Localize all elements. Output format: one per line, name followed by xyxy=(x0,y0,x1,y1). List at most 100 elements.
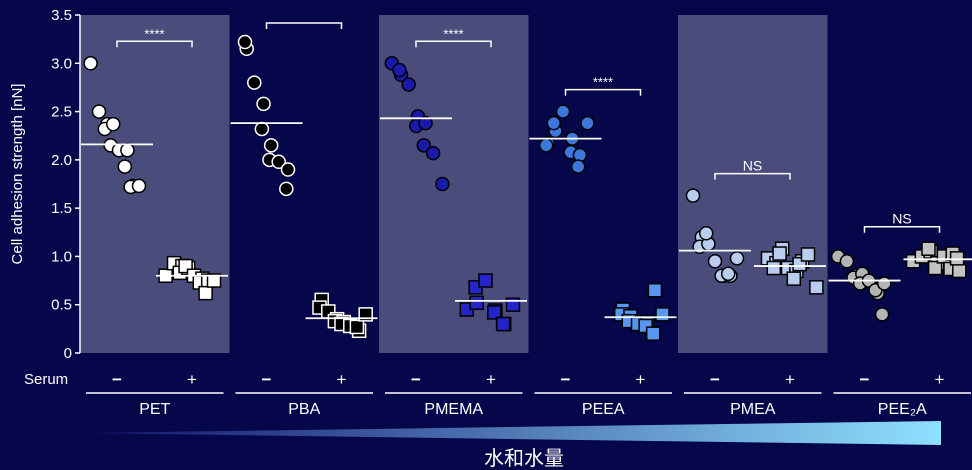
significance-label: NS xyxy=(743,158,762,174)
y-tick-label: 3.0 xyxy=(51,55,72,72)
serum-minus-circle-point xyxy=(91,104,107,119)
serum-plus-square-point xyxy=(949,251,965,266)
serum-minus-circle-point xyxy=(401,77,416,92)
serum-plus-square-point xyxy=(772,246,787,261)
serum-plus-square-point xyxy=(655,307,670,322)
y-tick-label: 2.0 xyxy=(51,152,72,169)
serum-minus-circle-point xyxy=(279,181,294,197)
serum-plus-label: + xyxy=(785,370,795,389)
serum-label: Serum xyxy=(24,371,68,388)
significance-annotations: **** **** **** NS NS xyxy=(116,22,941,233)
serum-minus-label: − xyxy=(710,370,720,389)
serum-minus-circle-point xyxy=(877,276,892,291)
hydration-gradient-wedge xyxy=(83,421,941,445)
serum-minus-circle-point xyxy=(707,254,723,269)
significance-bracket xyxy=(116,40,193,48)
serum-plus-square-point xyxy=(206,273,222,288)
data-marks xyxy=(81,34,972,341)
serum-minus-circle-point xyxy=(425,145,441,161)
significance-bracket xyxy=(265,22,343,29)
serum-minus-circle-point xyxy=(271,154,286,170)
group-name-label: PMEA xyxy=(730,401,776,418)
serum-minus-label: − xyxy=(561,370,571,389)
serum-minus-circle-point xyxy=(720,266,736,282)
shaded-panel xyxy=(80,15,230,353)
serum-minus-circle-point xyxy=(263,138,279,153)
significance-bracket xyxy=(415,40,492,48)
y-axis-label: Cell adhesion strength [nN] xyxy=(9,84,26,265)
serum-plus-square-point xyxy=(800,247,816,262)
serum-minus-circle-point xyxy=(83,56,98,71)
serum-minus-circle-point xyxy=(546,115,562,131)
group-name-label: PBA xyxy=(288,401,320,418)
serum-minus-circle-point xyxy=(435,176,450,192)
serum-plus-square-point xyxy=(766,260,782,276)
group-name-label: PMEMA xyxy=(424,401,483,418)
group-name-label: PEE₂A xyxy=(878,401,927,418)
serum-plus-label: + xyxy=(486,370,496,389)
serum-plus-square-point xyxy=(809,280,824,295)
serum-minus-circle-point xyxy=(120,142,135,158)
group-labels: − +PET− +PBA− +PMEMA− +PEEA− +PMEA− +PEE₂A xyxy=(86,370,971,418)
y-tick-label: 2.5 xyxy=(51,104,72,121)
serum-plus-square-point xyxy=(647,282,663,298)
significance-label: **** xyxy=(443,26,463,41)
serum-minus-circle-point xyxy=(839,254,855,269)
serum-plus-square-point xyxy=(469,295,484,311)
serum-plus-square-point xyxy=(198,285,213,301)
serum-minus-circle-point xyxy=(555,104,571,119)
shaded-panels xyxy=(80,15,828,353)
serum-plus-square-point xyxy=(921,241,936,256)
serum-minus-circle-point xyxy=(685,188,701,203)
serum-plus-square-point xyxy=(349,319,365,335)
serum-minus-circle-point xyxy=(416,138,432,153)
y-tick-label: 1.0 xyxy=(51,248,72,265)
serum-plus-square-point xyxy=(952,263,967,279)
serum-minus-circle-point xyxy=(418,115,433,131)
serum-plus-square-point xyxy=(927,260,943,276)
serum-plus-square-point xyxy=(487,305,502,320)
serum-plus-square-point xyxy=(645,326,661,341)
serum-minus-circle-point xyxy=(105,116,121,132)
serum-plus-label: + xyxy=(935,370,945,389)
serum-minus-circle-point xyxy=(280,162,296,177)
serum-minus-circle-point xyxy=(392,62,407,78)
serum-plus-square-point xyxy=(495,316,511,332)
axes: 0 0.5 1.0 1.5 2.0 2.5 3.0 3.5 xyxy=(51,7,81,362)
y-tick-label: 1.5 xyxy=(51,200,72,217)
gradient-label: 水和水量 xyxy=(484,447,564,470)
serum-minus-circle-point xyxy=(729,251,745,266)
serum-minus-circle-point xyxy=(117,159,133,174)
serum-minus-label: − xyxy=(112,370,122,389)
serum-minus-circle-point xyxy=(256,96,271,112)
significance-label: **** xyxy=(144,26,164,41)
serum-minus-circle-point xyxy=(247,75,262,90)
serum-plus-label: + xyxy=(636,370,646,389)
significance-bracket xyxy=(564,88,642,96)
significance-bracket xyxy=(863,225,941,233)
serum-minus-circle-point xyxy=(237,34,253,50)
serum-minus-circle-point xyxy=(698,226,714,241)
serum-plus-square-point xyxy=(478,273,493,288)
serum-minus-circle-point xyxy=(254,121,270,137)
serum-minus-label: − xyxy=(411,370,421,389)
significance-bracket xyxy=(714,172,791,180)
serum-minus-label: − xyxy=(262,370,272,389)
serum-plus-label: + xyxy=(187,370,197,389)
serum-minus-circle-point xyxy=(131,178,147,194)
serum-minus-circle-point xyxy=(874,307,890,322)
group-name-label: PEEA xyxy=(582,401,625,418)
serum-minus-circle-point xyxy=(538,138,554,153)
y-tick-label: 0.5 xyxy=(51,297,72,314)
serum-plus-square-point xyxy=(786,271,802,286)
serum-minus-label: − xyxy=(860,370,870,389)
serum-plus-label: + xyxy=(337,370,347,389)
serum-minus-circle-point xyxy=(570,159,586,174)
significance-label: **** xyxy=(593,75,613,90)
serum-minus-circle-point xyxy=(580,115,595,131)
shaded-panel xyxy=(678,15,828,353)
significance-label: NS xyxy=(892,211,911,227)
y-tick-label: 0 xyxy=(64,345,72,362)
y-tick-label: 3.5 xyxy=(51,7,72,24)
